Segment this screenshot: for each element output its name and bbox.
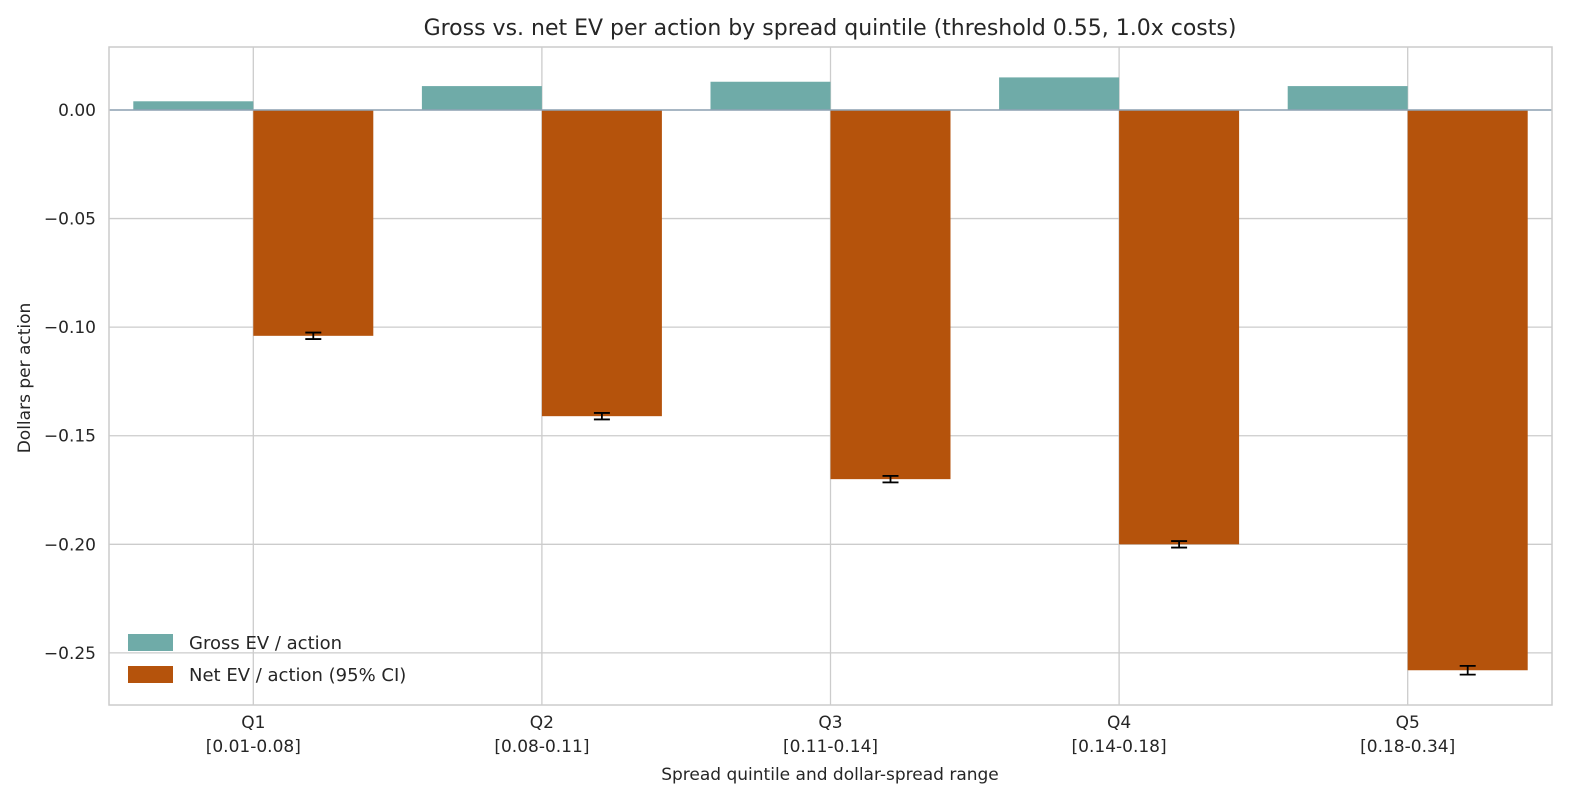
x-tick-range-label: [0.08-0.11] (494, 737, 589, 757)
legend-swatch-gross (128, 634, 173, 651)
x-tick-range-label: [0.14-0.18] (1072, 737, 1167, 757)
net-ev-bar (1119, 109, 1240, 545)
net-ev-bar (830, 109, 951, 480)
legend-swatch-net (128, 666, 173, 683)
x-axis-label: Spread quintile and dollar-spread range (661, 765, 999, 785)
legend: Gross EV / action Net EV / action (95% CI… (128, 633, 406, 686)
gross-ev-bar (421, 86, 542, 110)
net-ev-bar (253, 109, 374, 336)
y-tick-label: −0.20 (44, 535, 96, 555)
x-tick-range-label: [0.01-0.08] (206, 737, 301, 757)
net-ev-bar (1407, 109, 1528, 671)
x-tick-label: Q2 (530, 713, 554, 733)
net-ev-bar (541, 109, 662, 417)
chart-title: Gross vs. net EV per action by spread qu… (424, 16, 1237, 41)
x-tick-label: Q5 (1396, 713, 1420, 733)
gross-ev-bar (1287, 86, 1408, 110)
y-tick-label: 0.00 (58, 101, 96, 121)
plot-area: 0.00 −0.05 −0.10 −0.15 −0.20 −0.25 Q1 [0.01-0.0… (44, 46, 1553, 757)
x-tick-range-label: [0.18-0.34] (1360, 737, 1455, 757)
gross-ev-bar (999, 77, 1120, 110)
legend-label-net: Net EV / action (95% CI) (189, 665, 406, 686)
y-tick-label: −0.10 (44, 318, 96, 338)
y-tick-label: −0.15 (44, 427, 96, 447)
y-tick-label: −0.25 (44, 644, 96, 664)
legend-label-gross: Gross EV / action (189, 633, 342, 654)
gross-ev-bar (133, 101, 254, 110)
x-tick-range-label: [0.11-0.14] (783, 737, 878, 757)
plot-frame (108, 46, 1553, 706)
y-axis-label: Dollars per action (15, 303, 35, 454)
x-tick-label: Q4 (1107, 713, 1131, 733)
y-tick-label: −0.05 (44, 210, 96, 230)
x-tick-label: Q1 (241, 713, 265, 733)
x-tick-label: Q3 (818, 713, 842, 733)
gross-ev-bar (710, 81, 831, 110)
